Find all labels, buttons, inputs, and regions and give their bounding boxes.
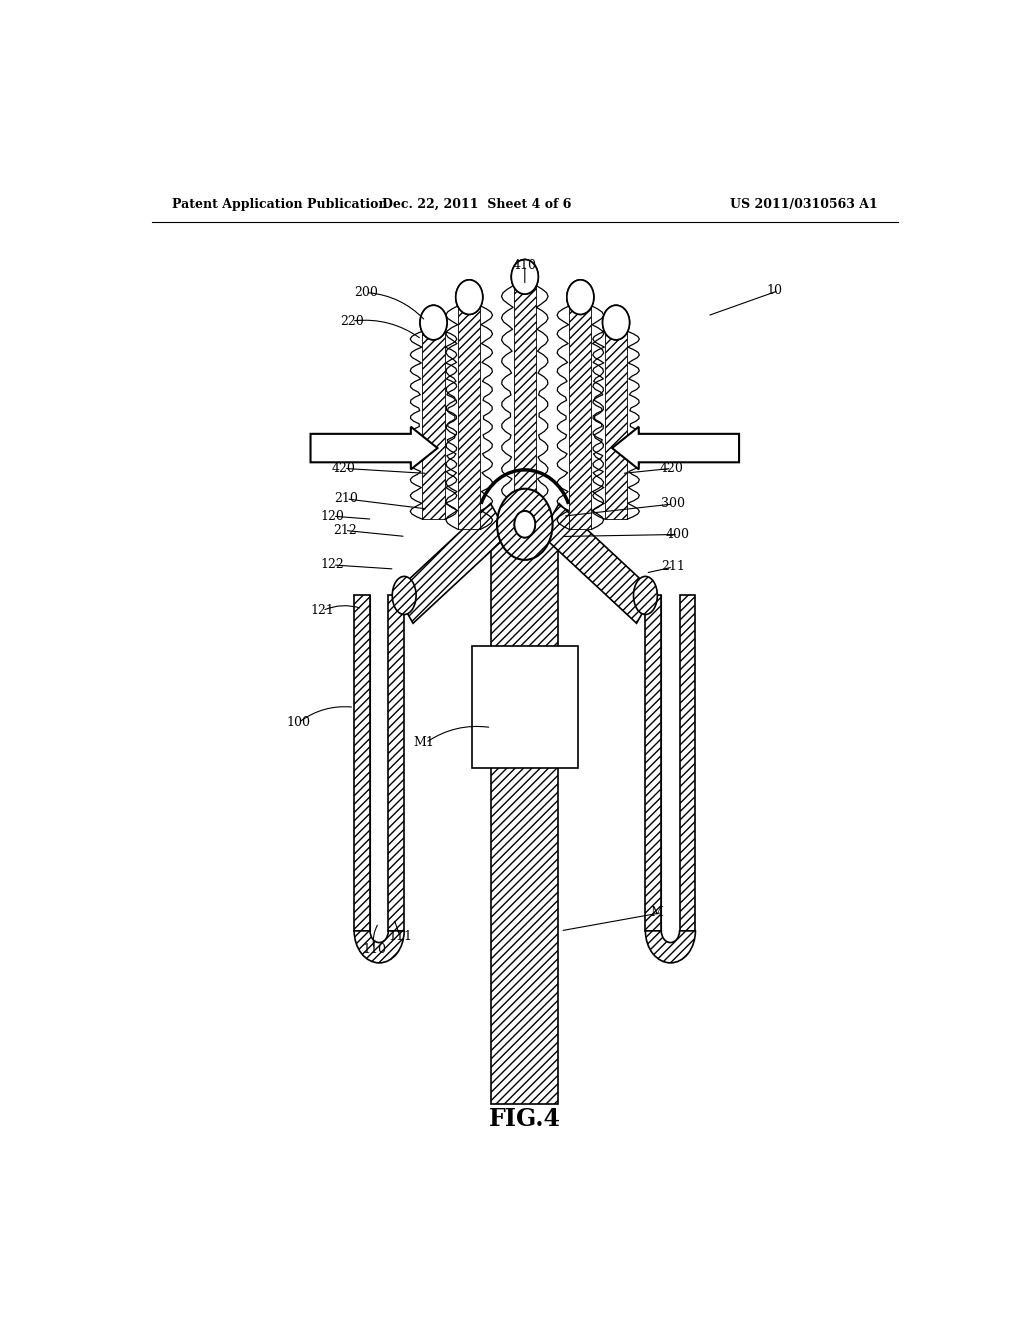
Polygon shape <box>569 306 592 529</box>
Circle shape <box>420 305 447 339</box>
Text: 410: 410 <box>513 259 537 272</box>
Circle shape <box>511 260 539 294</box>
Wedge shape <box>645 931 695 962</box>
Polygon shape <box>472 647 578 768</box>
Text: 122: 122 <box>321 558 345 572</box>
Text: 111: 111 <box>388 931 413 944</box>
Polygon shape <box>354 595 370 931</box>
Polygon shape <box>458 306 480 529</box>
Polygon shape <box>458 306 480 529</box>
Text: Dec. 22, 2011  Sheet 4 of 6: Dec. 22, 2011 Sheet 4 of 6 <box>383 198 571 211</box>
Polygon shape <box>388 595 404 931</box>
Text: 200: 200 <box>354 286 378 300</box>
Wedge shape <box>497 488 553 560</box>
Text: 120: 120 <box>321 510 345 523</box>
Wedge shape <box>354 931 404 962</box>
Polygon shape <box>680 595 695 931</box>
Text: 211: 211 <box>662 561 685 573</box>
Polygon shape <box>310 426 437 470</box>
Polygon shape <box>569 306 592 529</box>
Text: 10: 10 <box>767 284 783 297</box>
Text: 210: 210 <box>334 492 358 506</box>
Text: 400: 400 <box>666 528 690 541</box>
Polygon shape <box>662 595 680 931</box>
Polygon shape <box>645 595 662 931</box>
Text: 300: 300 <box>662 498 685 511</box>
Polygon shape <box>395 504 508 623</box>
Polygon shape <box>612 426 739 470</box>
Circle shape <box>456 280 482 314</box>
Ellipse shape <box>634 577 657 615</box>
Text: Patent Application Publication: Patent Application Publication <box>172 198 387 211</box>
Polygon shape <box>370 595 388 931</box>
Text: US 2011/0310563 A1: US 2011/0310563 A1 <box>730 198 878 211</box>
Polygon shape <box>542 504 654 623</box>
Polygon shape <box>514 285 536 545</box>
Circle shape <box>567 280 594 314</box>
Text: 110: 110 <box>362 942 386 956</box>
Circle shape <box>602 305 630 339</box>
Text: 100: 100 <box>287 715 310 729</box>
Circle shape <box>420 305 447 339</box>
Polygon shape <box>423 331 444 519</box>
Circle shape <box>514 511 536 537</box>
Polygon shape <box>423 331 444 519</box>
Circle shape <box>456 280 482 314</box>
Polygon shape <box>492 535 558 1104</box>
Text: 420: 420 <box>659 462 684 475</box>
Circle shape <box>602 305 630 339</box>
Text: M1: M1 <box>414 737 434 750</box>
Circle shape <box>567 280 594 314</box>
Polygon shape <box>514 285 536 545</box>
Polygon shape <box>605 331 627 519</box>
Text: 212: 212 <box>333 524 356 537</box>
Circle shape <box>511 260 539 294</box>
Text: FIG.4: FIG.4 <box>488 1107 561 1131</box>
Text: 220: 220 <box>340 314 364 327</box>
Text: 420: 420 <box>332 462 355 475</box>
Text: 121: 121 <box>310 605 335 618</box>
Polygon shape <box>605 331 627 519</box>
Text: M: M <box>650 906 664 919</box>
Ellipse shape <box>392 577 416 615</box>
